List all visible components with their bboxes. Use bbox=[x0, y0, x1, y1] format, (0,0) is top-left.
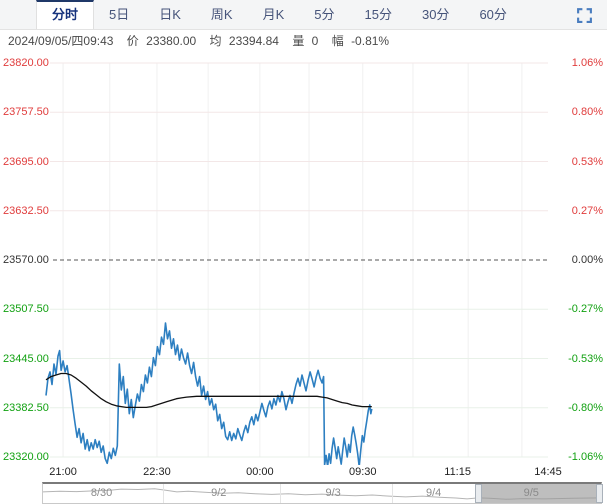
average-line bbox=[45, 372, 372, 409]
quote-datetime: 2024/09/05/四09:43 bbox=[8, 34, 114, 48]
y-axis-percent-label: 1.06% bbox=[570, 57, 604, 70]
y-axis-percent-label: -0.53% bbox=[567, 352, 604, 366]
navigator-section-divider bbox=[391, 484, 393, 503]
fullscreen-icon bbox=[577, 8, 592, 23]
y-axis-percent-label: 0.27% bbox=[570, 204, 604, 218]
time-axis-label: 14:45 bbox=[534, 466, 562, 478]
y-axis-percent-label: -1.06% bbox=[567, 451, 604, 464]
intraday-chart-area[interactable]: 23820.00 23757.50 23695.00 23632.50 23570.00… bbox=[0, 53, 607, 465]
time-axis-label: 00:00 bbox=[246, 466, 274, 478]
price-value: 23380.00 bbox=[146, 34, 197, 48]
navigator-date-label: 9/3 bbox=[325, 487, 341, 499]
y-axis-price-label: 23382.50 bbox=[2, 401, 50, 415]
time-axis-label: 11:15 bbox=[444, 466, 471, 478]
chart-period-tabbar: 分时 5日 日K 周K 月K 5分 15分 30分 60分 bbox=[0, 0, 607, 30]
change-value: -0.81% bbox=[351, 34, 390, 48]
y-axis-price-label: 23695.00 bbox=[2, 155, 50, 169]
y-axis-price-label: 23507.50 bbox=[2, 303, 50, 317]
date-range-navigator[interactable]: 8/30 9/2 9/3 9/4 9/5 bbox=[42, 482, 603, 504]
navigator-date-label: 9/5 bbox=[523, 487, 539, 499]
time-axis-label: 09:30 bbox=[348, 466, 377, 478]
tab-daily-k[interactable]: 日K bbox=[159, 7, 181, 22]
time-axis: 21:00 22:30 00:00 09:30 11:15 14:45 bbox=[0, 465, 607, 482]
y-axis-price-label: 23757.50 bbox=[2, 106, 50, 120]
navigator-selected-range[interactable] bbox=[478, 484, 601, 503]
navigator-section-divider bbox=[162, 484, 164, 503]
time-axis-label: 21:00 bbox=[49, 466, 77, 478]
chart-canvas[interactable] bbox=[0, 53, 607, 465]
y-axis-percent-label: 0.00% bbox=[570, 254, 604, 267]
y-axis-percent-label: -0.27% bbox=[567, 303, 604, 317]
tab-weekly-k[interactable]: 周K bbox=[210, 7, 233, 22]
navigator-date-label: 9/2 bbox=[211, 487, 227, 499]
avg-label: 均 bbox=[209, 34, 222, 48]
volume-label: 量 bbox=[292, 34, 305, 48]
tab-60min[interactable]: 60分 bbox=[479, 7, 507, 22]
tab-15min[interactable]: 15分 bbox=[364, 7, 392, 22]
y-axis-percent-label: 0.80% bbox=[570, 106, 604, 120]
y-axis-price-label: 23632.50 bbox=[2, 204, 50, 218]
price-line bbox=[45, 322, 373, 465]
change-label: 幅 bbox=[331, 34, 344, 48]
y-axis-price-label: 23570.00 bbox=[2, 254, 50, 267]
tab-monthly-k[interactable]: 月K bbox=[262, 7, 285, 22]
time-axis-label: 22:30 bbox=[143, 466, 171, 478]
quote-info-bar: 2024/09/05/四09:43 价 23380.00 均 23394.84 … bbox=[0, 30, 607, 53]
navigator-date-label: 8/30 bbox=[90, 487, 113, 499]
y-axis-price-label: 23320.00 bbox=[2, 451, 50, 464]
fullscreen-button[interactable] bbox=[576, 7, 593, 24]
tab-minute[interactable]: 分时 bbox=[36, 0, 95, 29]
y-axis-percent-label: 0.53% bbox=[570, 155, 604, 169]
tab-30min[interactable]: 30分 bbox=[421, 7, 450, 22]
tab-5min[interactable]: 5分 bbox=[314, 7, 335, 22]
y-axis-price-label: 23445.00 bbox=[2, 352, 50, 366]
volume-value: 0 bbox=[311, 34, 319, 48]
price-label: 价 bbox=[126, 34, 139, 48]
navigator-section-divider bbox=[280, 484, 282, 503]
navigator-left-handle[interactable] bbox=[475, 484, 483, 503]
navigator-right-handle[interactable] bbox=[596, 484, 603, 503]
y-axis-price-label: 23820.00 bbox=[2, 57, 50, 70]
avg-value: 23394.84 bbox=[228, 34, 279, 48]
y-axis-percent-label: -0.80% bbox=[567, 401, 604, 415]
tab-5day[interactable]: 5日 bbox=[109, 7, 130, 22]
navigator-date-label: 9/4 bbox=[425, 487, 442, 499]
